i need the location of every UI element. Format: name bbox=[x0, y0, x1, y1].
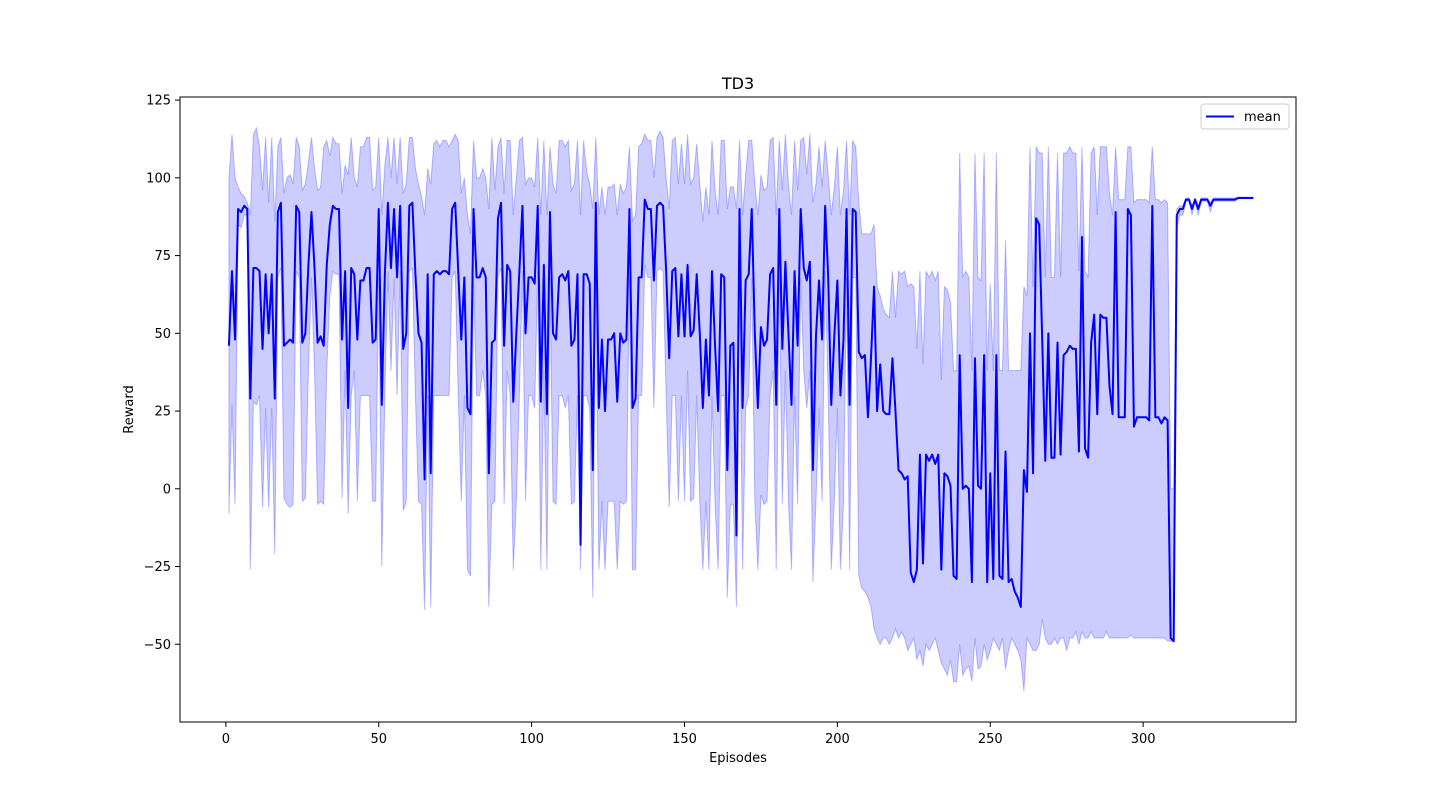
x-tick-label: 200 bbox=[825, 732, 850, 747]
y-tick-label: 100 bbox=[146, 171, 171, 186]
y-tick-label: 125 bbox=[146, 94, 171, 109]
x-tick-label: 300 bbox=[1131, 732, 1156, 747]
y-tick-label: 75 bbox=[154, 249, 171, 264]
x-tick-label: 50 bbox=[370, 732, 387, 747]
chart-title: TD3 bbox=[721, 74, 754, 93]
line-layer bbox=[227, 197, 1254, 643]
y-tick-label: 0 bbox=[163, 482, 171, 497]
y-tick-label: −50 bbox=[144, 638, 171, 653]
y-tick-label: 50 bbox=[154, 327, 171, 342]
y-axis-label: Reward bbox=[122, 385, 137, 433]
legend-box bbox=[1200, 103, 1290, 130]
x-axis-label: Episodes bbox=[709, 751, 767, 766]
y-tick-label: −25 bbox=[144, 560, 171, 575]
y-tick-label: 25 bbox=[154, 405, 171, 420]
y-ticks: −50 −25 0 25 50 75 100 125 bbox=[144, 94, 180, 653]
series-line-mean bbox=[227, 197, 1254, 643]
x-ticks: 0 50 100 150 200 250 300 bbox=[222, 722, 1156, 747]
x-tick-label: 150 bbox=[672, 732, 697, 747]
legend: mean bbox=[1200, 103, 1290, 130]
x-tick-label: 100 bbox=[519, 732, 544, 747]
x-tick-label: 0 bbox=[222, 732, 230, 747]
legend-label-mean: mean bbox=[1244, 110, 1281, 125]
plot-frame bbox=[179, 96, 1297, 723]
x-tick-label: 250 bbox=[978, 732, 1003, 747]
